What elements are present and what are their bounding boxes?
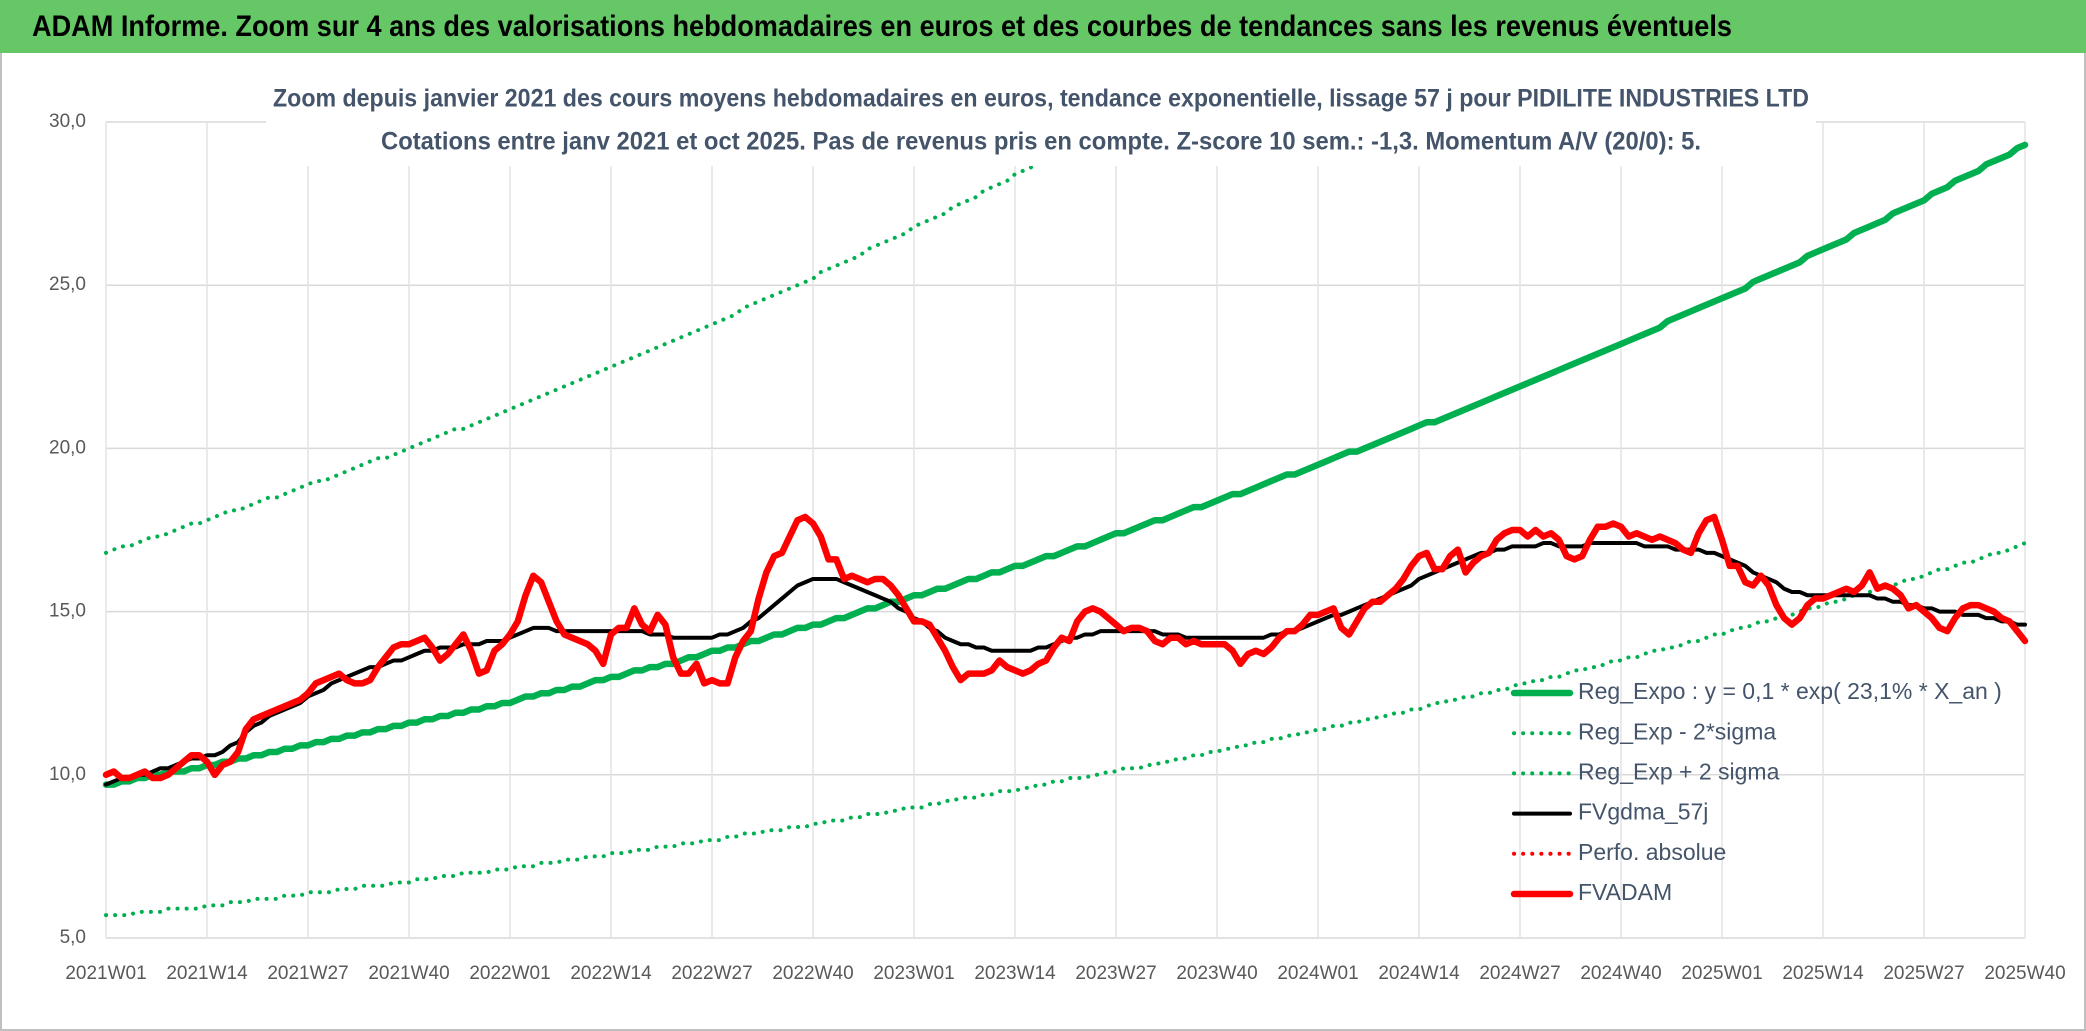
x-tick-label: 2021W40: [368, 963, 449, 984]
y-tick-label: 20,0: [49, 437, 86, 458]
x-tick-label: 2023W40: [1176, 963, 1257, 984]
x-tick-label: 2024W27: [1479, 963, 1560, 984]
legend-label: Reg_Expo : y = 0,1 * exp( 23,1% * X_an ): [1578, 678, 2002, 704]
series-line: [104, 541, 2027, 918]
y-tick-label: 15,0: [49, 601, 86, 622]
series-line: [104, 123, 1111, 555]
x-tick-label: 2025W40: [1984, 963, 2065, 984]
y-tick-label: 10,0: [49, 764, 86, 785]
series-line: [102, 513, 2029, 782]
legend-label: FVADAM: [1578, 879, 1672, 905]
y-tick-label: 30,0: [49, 111, 86, 132]
x-tick-label: 2025W14: [1782, 963, 1864, 984]
x-tick-label: 2022W27: [671, 963, 752, 984]
x-tick-label: 2024W14: [1378, 963, 1460, 984]
x-tick-label: 2023W01: [873, 963, 954, 984]
chart-title: Zoom depuis janvier 2021 des cours moyen…: [273, 85, 1809, 113]
chart-subtitle: Cotations entre janv 2021 et oct 2025. P…: [381, 128, 1701, 156]
y-tick-label: 5,0: [60, 927, 86, 948]
header-bar: [0, 0, 2086, 53]
plot-area: 5,0 10,0 15,0 20,0 25,0 30,0 2021W01 2021W14 202…: [49, 111, 2066, 984]
x-tick-label: 2023W14: [974, 963, 1056, 984]
page-title: ADAM Informe. Zoom sur 4 ans des valoris…: [32, 10, 1732, 43]
legend: Reg_Expo : y = 0,1 * exp( 23,1% * X_an )…: [1510, 678, 2002, 905]
y-tick-label: 25,0: [49, 274, 86, 295]
x-tick-label: 2021W14: [166, 963, 248, 984]
legend-label: Perfo. absolue: [1578, 839, 1726, 865]
title-box: [266, 80, 1816, 166]
x-tick-label: 2021W27: [267, 963, 348, 984]
x-tick-label: 2024W01: [1277, 963, 1358, 984]
legend-label: Reg_Exp + 2 sigma: [1578, 758, 1780, 784]
legend-label: FVgdma_57j: [1578, 799, 1708, 825]
x-tick-label: 2022W40: [772, 963, 853, 984]
x-tick-label: 2021W01: [65, 963, 146, 984]
x-tick-label: 2022W14: [570, 963, 652, 984]
x-tick-label: 2025W27: [1883, 963, 1964, 984]
series-line: [102, 141, 2029, 788]
legend-label: Reg_Exp - 2*sigma: [1578, 718, 1776, 744]
x-tick-label: 2022W01: [469, 963, 550, 984]
x-tick-label: 2025W01: [1681, 963, 1762, 984]
x-tick-label: 2023W27: [1075, 963, 1156, 984]
x-tick-label: 2024W40: [1580, 963, 1661, 984]
